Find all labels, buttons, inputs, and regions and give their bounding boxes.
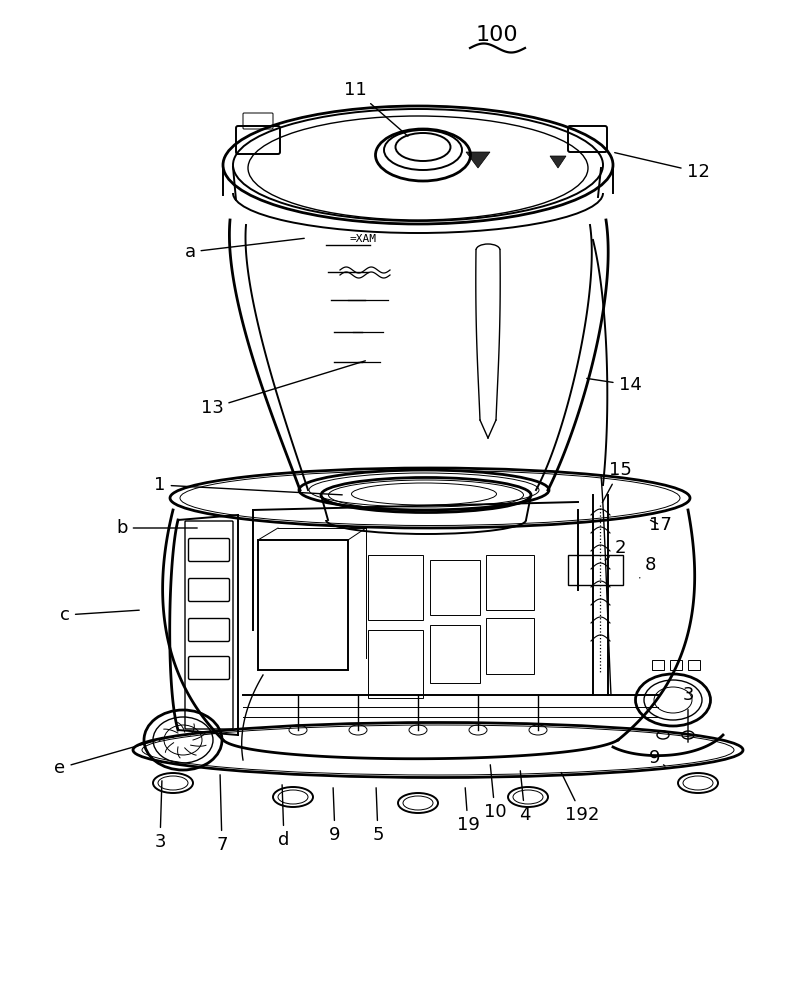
Text: c: c <box>60 606 139 624</box>
Text: 8: 8 <box>639 556 654 578</box>
Text: 14: 14 <box>586 376 641 394</box>
Text: 100: 100 <box>475 25 517 45</box>
Text: 9: 9 <box>649 749 664 767</box>
Text: 13: 13 <box>200 361 365 417</box>
Text: 11: 11 <box>343 81 407 136</box>
Text: 2: 2 <box>604 539 625 560</box>
Text: 17: 17 <box>648 516 671 534</box>
Text: e: e <box>54 741 155 777</box>
Polygon shape <box>549 156 565 168</box>
Text: 9: 9 <box>328 788 341 844</box>
Text: =XAM: =XAM <box>349 234 376 244</box>
Text: 7: 7 <box>216 775 227 854</box>
Text: 192: 192 <box>560 772 599 824</box>
Text: 4: 4 <box>518 771 530 824</box>
Text: 10: 10 <box>483 765 506 821</box>
Text: 3: 3 <box>681 686 693 742</box>
Text: d: d <box>278 785 290 849</box>
Polygon shape <box>466 152 489 168</box>
Text: 12: 12 <box>614 153 709 181</box>
Text: 5: 5 <box>371 788 384 844</box>
Text: a: a <box>184 238 304 261</box>
Text: 1: 1 <box>154 476 341 495</box>
Text: 15: 15 <box>602 461 631 503</box>
Text: b: b <box>116 519 197 537</box>
Text: 3: 3 <box>154 781 165 851</box>
Text: 19: 19 <box>456 788 478 834</box>
